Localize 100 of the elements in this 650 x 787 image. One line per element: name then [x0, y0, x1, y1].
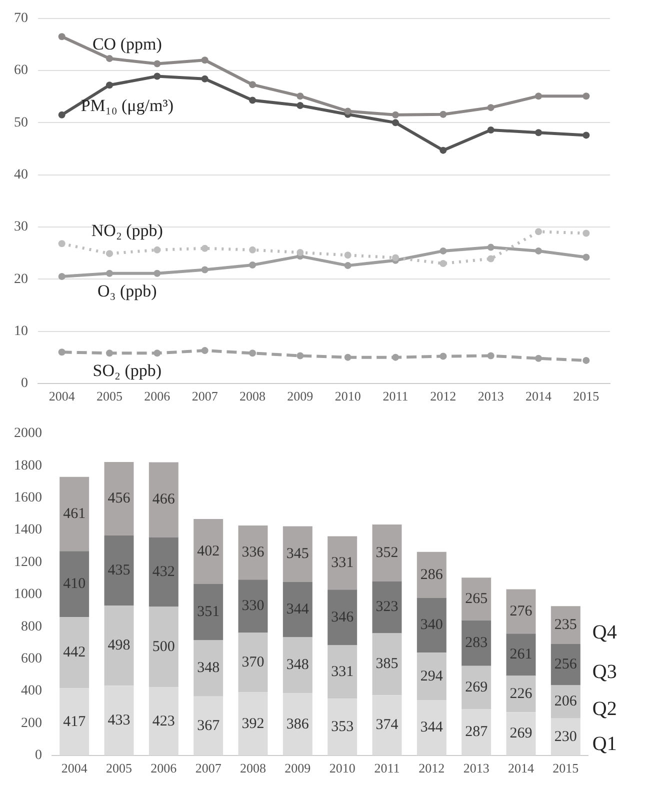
bar	[282, 637, 312, 694]
series-label: Q3	[592, 660, 617, 683]
bar	[148, 687, 178, 756]
point	[535, 129, 542, 136]
point	[487, 255, 494, 262]
bar	[238, 580, 268, 633]
data-label: 323	[376, 599, 398, 616]
y-tick-label: 600	[21, 651, 42, 666]
bar	[416, 552, 446, 598]
point	[106, 350, 113, 357]
point	[249, 350, 256, 357]
point	[201, 56, 208, 64]
data-label: 265	[465, 590, 488, 607]
point	[535, 228, 542, 236]
y-tick-label: 20	[14, 272, 28, 287]
data-label: 370	[242, 654, 264, 670]
point	[440, 146, 447, 154]
data-label: 386	[286, 716, 310, 732]
data-label: 353	[331, 718, 354, 735]
data-label: 340	[420, 617, 443, 634]
point	[154, 350, 161, 357]
point	[106, 270, 113, 277]
series-label: SO₂ (ppb)	[92, 361, 162, 380]
point	[58, 33, 66, 40]
x-tick-label: 2007	[195, 760, 222, 776]
data-label: 442	[63, 644, 86, 661]
bar	[328, 698, 358, 756]
point	[487, 352, 494, 360]
point	[201, 244, 208, 252]
point	[392, 354, 399, 361]
point	[296, 352, 304, 360]
bar	[550, 644, 580, 686]
bar	[372, 633, 402, 696]
point	[582, 356, 590, 364]
bar	[416, 598, 446, 653]
point	[201, 347, 208, 354]
bar	[194, 640, 224, 696]
bar	[372, 524, 402, 582]
data-label: 256	[554, 656, 578, 673]
data-label: 235	[554, 617, 577, 634]
bar	[506, 634, 536, 676]
y-tick-label: 400	[21, 684, 42, 699]
bar	[462, 620, 492, 666]
data-label: 348	[197, 660, 220, 676]
data-label: 344	[420, 720, 444, 736]
data-label: 500	[152, 638, 175, 655]
bar	[60, 551, 90, 618]
data-label: 423	[152, 713, 175, 730]
data-label: 352	[376, 544, 398, 561]
series-label: O₃ (ppb)	[98, 281, 157, 300]
x-tick-label: 2008	[240, 388, 266, 404]
point	[154, 60, 161, 68]
bar	[328, 536, 358, 590]
bar	[238, 692, 268, 756]
point	[582, 230, 590, 237]
data-label: 374	[376, 717, 399, 734]
data-label: 346	[331, 609, 354, 626]
series-label: NO₂ (ppb)	[91, 220, 163, 240]
bar	[416, 700, 446, 756]
y-tick-label: 0	[35, 748, 42, 764]
x-tick-label: 2009	[287, 388, 314, 404]
x-tick-label: 2012	[418, 760, 445, 776]
point	[58, 273, 66, 280]
data-label: 330	[242, 598, 264, 614]
bar	[462, 578, 492, 620]
x-tick-label: 2011	[374, 760, 400, 776]
series-label: CO (ppm)	[92, 34, 162, 54]
point	[535, 354, 542, 362]
y-tick-label: 800	[21, 619, 42, 634]
series-label: Q2	[592, 698, 617, 720]
bar	[506, 589, 536, 634]
data-label: 433	[108, 712, 130, 728]
point	[440, 247, 447, 254]
bar	[328, 645, 358, 699]
y-tick-label: 30	[14, 220, 28, 235]
bar	[550, 685, 580, 718]
point	[487, 126, 494, 134]
data-label: 351	[197, 604, 220, 620]
point	[582, 92, 590, 100]
series-label: Q4	[592, 621, 617, 644]
bar	[104, 686, 134, 756]
point	[106, 55, 113, 62]
point	[344, 262, 352, 270]
x-tick-label: 2006	[144, 388, 171, 404]
data-label: 331	[331, 554, 354, 571]
bar	[328, 590, 358, 646]
data-label: 294	[420, 668, 444, 684]
data-label: 269	[465, 679, 488, 696]
data-label: 417	[63, 714, 86, 730]
bar	[104, 535, 134, 606]
x-tick-label: 2011	[382, 388, 408, 404]
data-label: 435	[108, 562, 130, 578]
y-tick-label: 40	[14, 168, 28, 182]
x-tick-label: 2013	[463, 760, 490, 776]
point	[154, 72, 161, 80]
bar	[372, 581, 402, 634]
point	[440, 260, 447, 267]
bar	[282, 582, 312, 638]
point	[154, 270, 161, 277]
bar	[282, 693, 312, 756]
